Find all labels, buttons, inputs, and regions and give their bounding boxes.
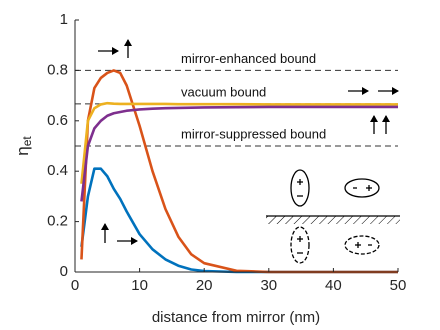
x-tick-label: 20 xyxy=(196,277,213,294)
y-axis-symbol: η xyxy=(13,146,32,155)
x-axis-label: distance from mirror (nm) xyxy=(152,309,320,326)
y-axis-label: ηet xyxy=(13,136,34,156)
series-line xyxy=(80,105,398,202)
y-tick-label: 1 xyxy=(60,11,68,28)
series-line xyxy=(80,101,398,184)
y-axis-subscript: et xyxy=(20,136,34,147)
y-tick-label: 0.6 xyxy=(47,112,68,129)
x-tick-label: 30 xyxy=(260,277,277,294)
dipole-icons xyxy=(98,39,400,264)
reference-label: mirror-suppressed bound xyxy=(181,126,326,141)
y-tick-label: 0 xyxy=(60,263,68,280)
y-tick-label: 0.2 xyxy=(47,213,68,230)
x-tick-label: 50 xyxy=(390,277,407,294)
reference-label: vacuum bound xyxy=(181,84,266,99)
x-tick-label: 10 xyxy=(131,277,148,294)
x-tick-label: 40 xyxy=(325,277,342,294)
reference-label: mirror-enhanced bound xyxy=(181,51,316,66)
y-tick-label: 0.8 xyxy=(47,61,68,78)
plot-area: mirror-enhanced bound vacuum bound mirror-… xyxy=(47,11,406,294)
y-tick-label: 0.4 xyxy=(47,162,68,179)
series-line xyxy=(80,69,398,274)
x-tick-label: 0 xyxy=(71,277,79,294)
